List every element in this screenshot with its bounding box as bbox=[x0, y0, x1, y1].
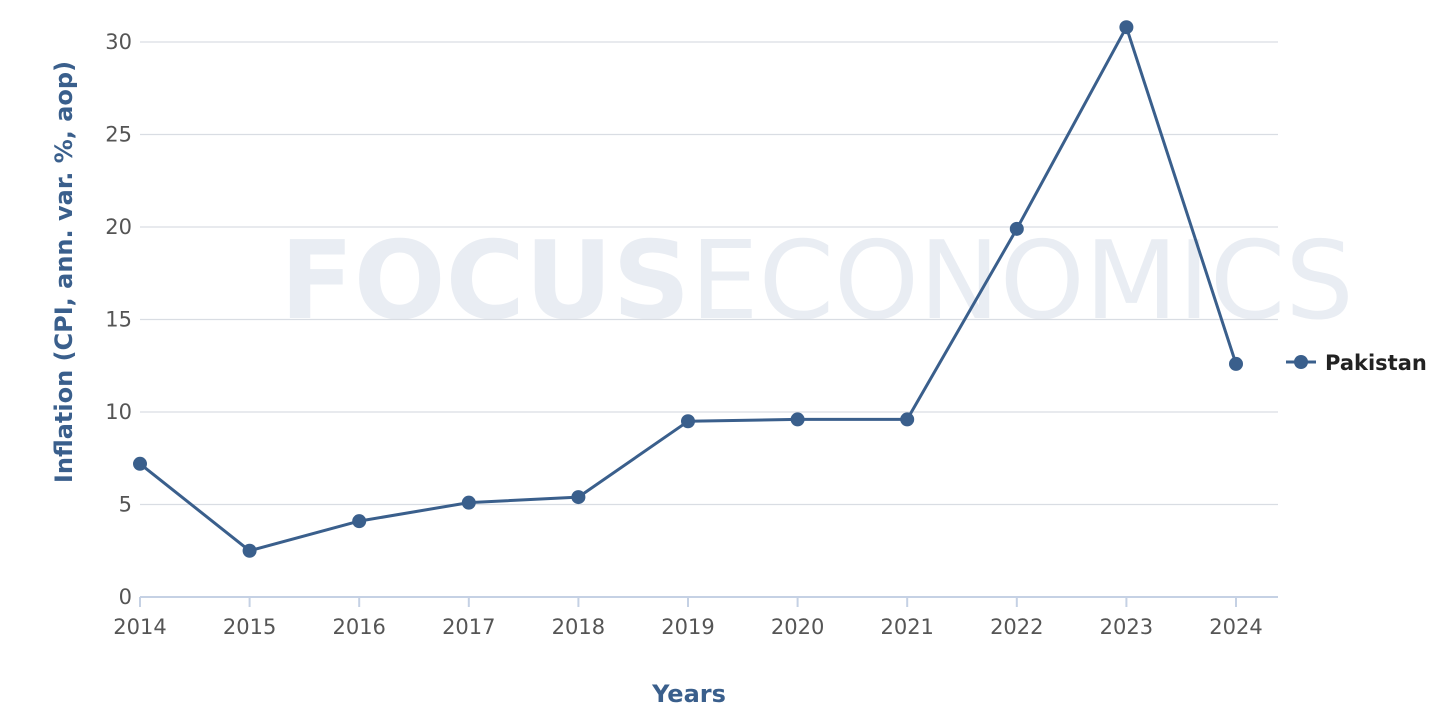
y-axis-title: Inflation (CPI, ann. var. %, aop) bbox=[50, 61, 78, 483]
data-point-2020[interactable] bbox=[790, 412, 805, 427]
y-tick-label: 0 bbox=[119, 585, 132, 609]
x-tick-label: 2017 bbox=[442, 615, 495, 639]
legend[interactable]: Pakistan bbox=[1286, 351, 1427, 375]
data-point-2024[interactable] bbox=[1229, 356, 1243, 371]
x-tick-label: 2019 bbox=[661, 615, 714, 639]
x-axis-title: Years bbox=[651, 680, 726, 708]
x-tick-label: 2018 bbox=[552, 615, 605, 639]
x-tick-label: 2015 bbox=[223, 615, 276, 639]
data-point-2021[interactable] bbox=[900, 412, 915, 427]
x-tick-label: 2016 bbox=[332, 615, 385, 639]
x-tick-label: 2022 bbox=[990, 615, 1043, 639]
data-point-2015[interactable] bbox=[242, 543, 257, 558]
legend-label[interactable]: Pakistan bbox=[1325, 351, 1427, 375]
y-tick-label: 30 bbox=[105, 30, 132, 54]
data-point-2022[interactable] bbox=[1009, 221, 1024, 236]
data-point-2017[interactable] bbox=[461, 495, 476, 510]
y-tick-label: 10 bbox=[105, 400, 132, 424]
x-tick-label: 2020 bbox=[771, 615, 824, 639]
x-axis: 2014 2015 2016 2017 2018 2019 2020 2021 2022 2023… bbox=[113, 596, 1278, 639]
data-point-2019[interactable] bbox=[681, 414, 695, 429]
watermark-text: FOCUSECONOMICS bbox=[280, 219, 1354, 344]
y-tick-label: 20 bbox=[105, 215, 132, 239]
watermark-bold: FOCUS bbox=[280, 219, 690, 344]
data-point-2023[interactable] bbox=[1119, 20, 1134, 35]
data-point-2016[interactable] bbox=[352, 514, 367, 529]
x-tick-label: 2024 bbox=[1209, 615, 1262, 639]
watermark: FOCUSECONOMICS bbox=[280, 219, 1354, 344]
legend-marker-icon bbox=[1294, 355, 1308, 369]
data-point-2014[interactable] bbox=[133, 456, 147, 471]
y-tick-label: 5 bbox=[119, 493, 132, 517]
data-point-2018[interactable] bbox=[571, 490, 586, 505]
x-tick-label: 2021 bbox=[880, 615, 933, 639]
series-layer bbox=[133, 20, 1243, 558]
y-tick-label: 25 bbox=[105, 123, 132, 147]
grid-lines bbox=[140, 41, 1278, 506]
x-tick-label: 2014 bbox=[113, 615, 166, 639]
y-axis-ticks: 0 5 10 15 20 25 30 bbox=[105, 30, 132, 609]
x-tick-label: 2023 bbox=[1100, 615, 1153, 639]
y-tick-label: 15 bbox=[105, 308, 132, 332]
watermark-light: ECONOMICS bbox=[690, 219, 1353, 344]
